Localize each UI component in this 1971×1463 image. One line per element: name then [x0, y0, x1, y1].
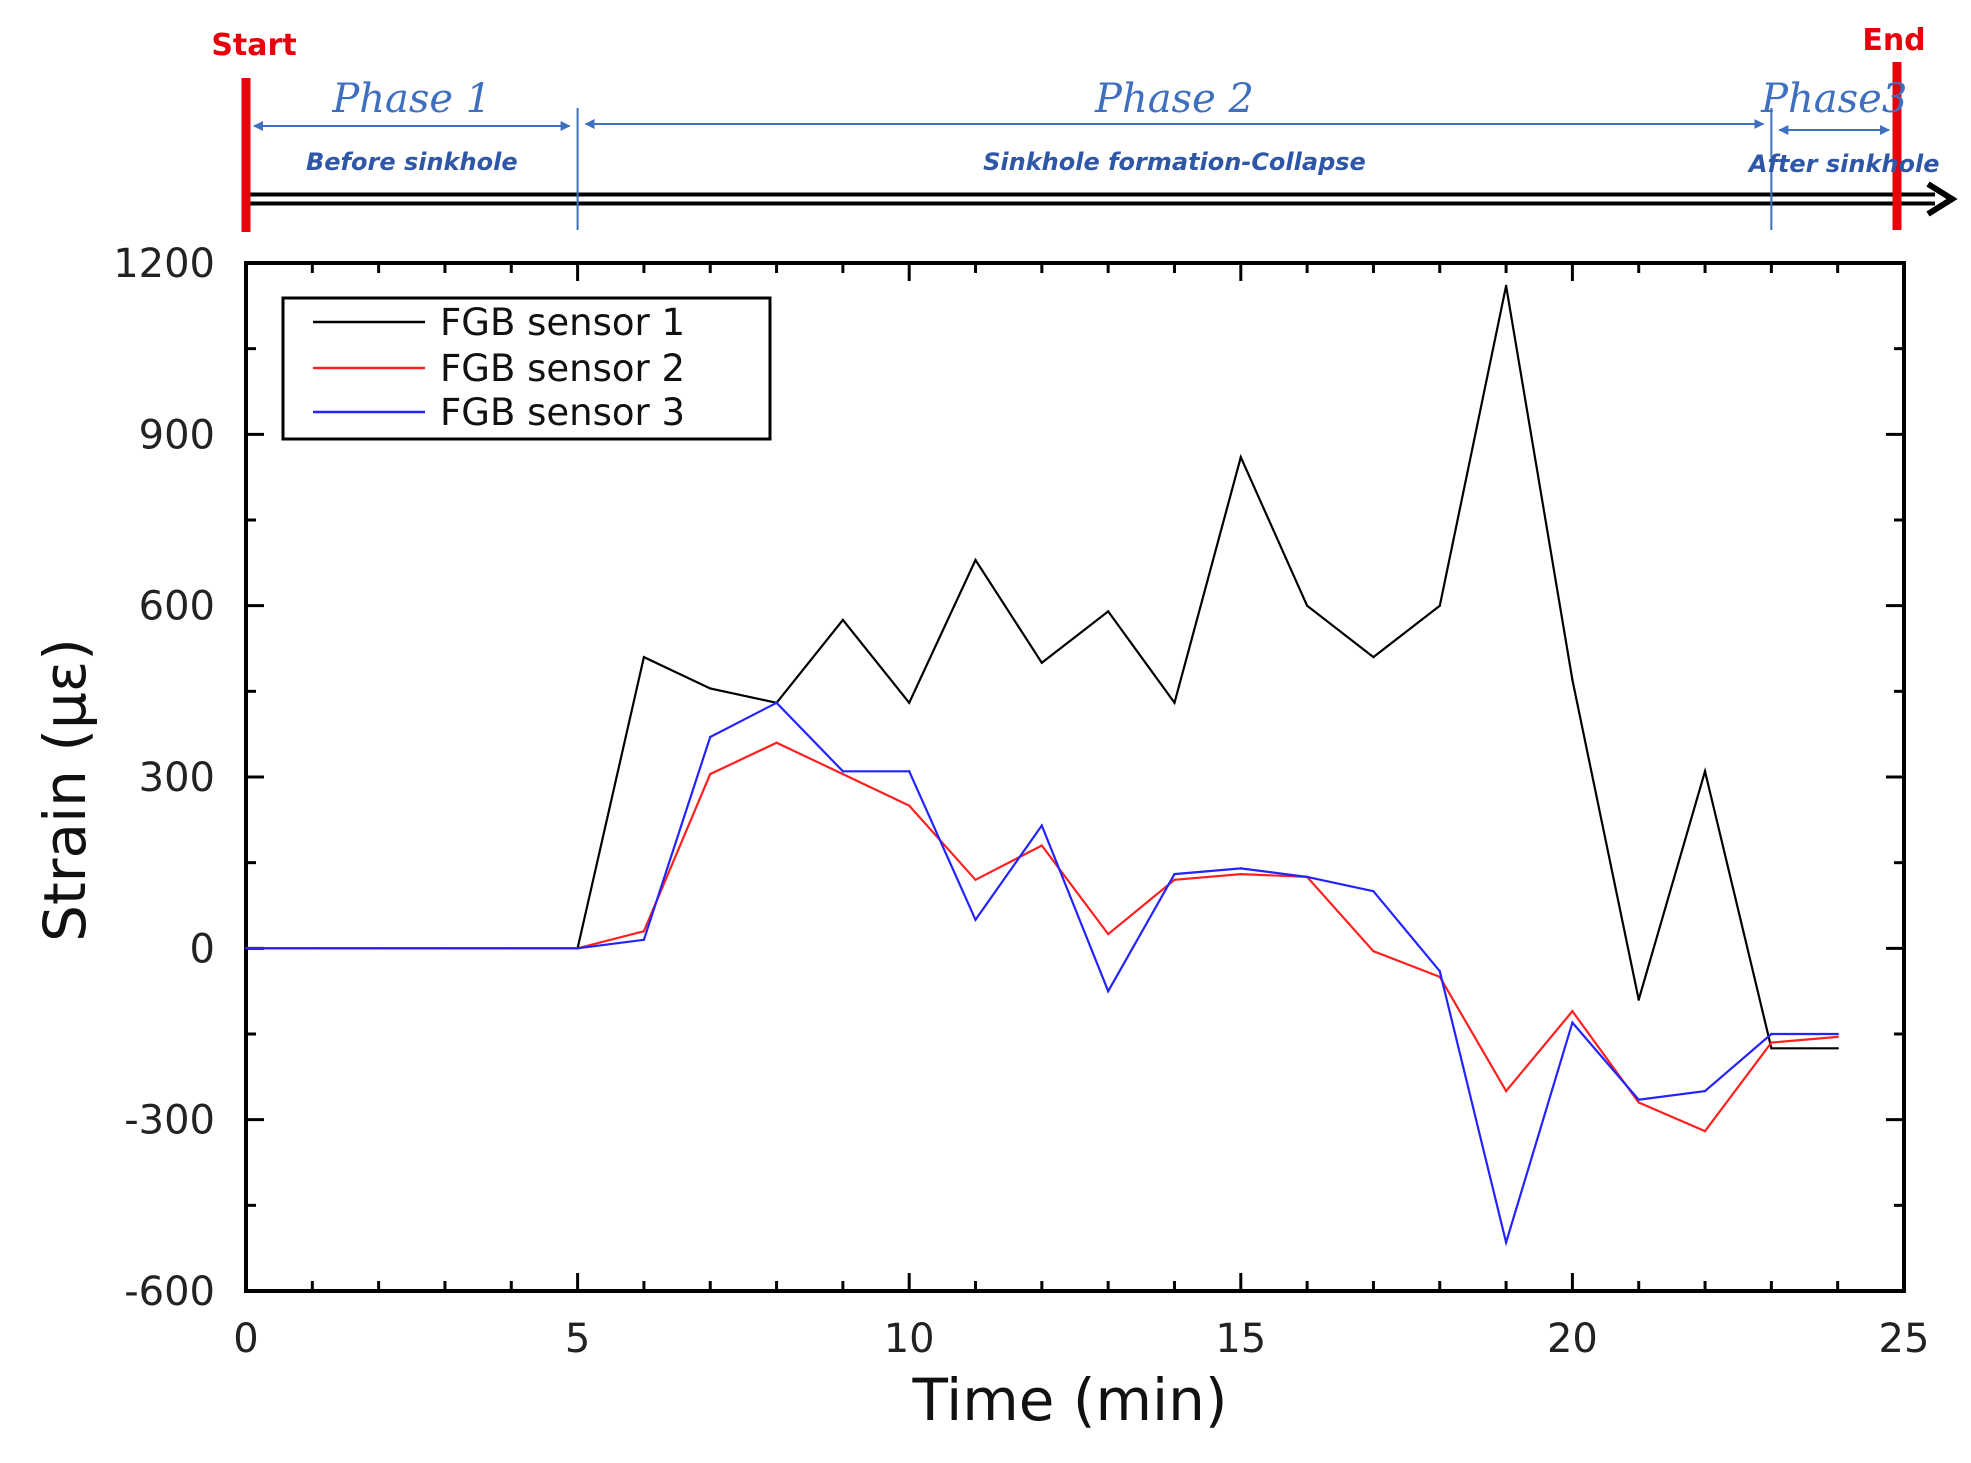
- x-tick-label: 0: [233, 1316, 258, 1362]
- data-point-sensor-2: [841, 772, 845, 776]
- data-point-sensor-1: [1836, 1047, 1839, 1050]
- data-point-sensor-1: [642, 655, 646, 659]
- legend-label-sensor-1: FGB sensor 1: [440, 301, 685, 344]
- data-point-sensor-3: [377, 947, 380, 950]
- y-tick-label: 1200: [113, 241, 215, 287]
- y-tick-label: -600: [124, 1269, 215, 1315]
- y-tick-label: 300: [139, 755, 215, 801]
- data-point-sensor-3: [1438, 969, 1441, 973]
- data-point-sensor-3: [1770, 1032, 1773, 1036]
- legend-label-sensor-2: FGB sensor 2: [440, 347, 685, 390]
- x-tick-label: 10: [884, 1316, 935, 1362]
- data-point-sensor-3: [1703, 1089, 1707, 1093]
- y-tick-label: 600: [139, 584, 215, 630]
- data-point-sensor-1: [1106, 610, 1110, 613]
- phase-title: Phase 2: [1094, 76, 1254, 122]
- data-point-sensor-3: [908, 770, 911, 773]
- data-point-sensor-1: [974, 558, 977, 562]
- data-point-sensor-3: [244, 947, 248, 950]
- data-point-sensor-3: [576, 947, 579, 950]
- data-point-sensor-3: [1504, 1241, 1508, 1244]
- data-point-sensor-2: [775, 741, 778, 744]
- data-point-sensor-1: [1504, 284, 1508, 288]
- data-point-sensor-2: [1703, 1129, 1707, 1133]
- legend-label-sensor-3: FGB sensor 3: [440, 391, 685, 434]
- data-point-sensor-3: [443, 947, 447, 950]
- data-point-sensor-1: [1040, 661, 1044, 664]
- data-point-sensor-2: [1372, 949, 1375, 953]
- phase-subtitle: Sinkhole formation-Collapse: [983, 148, 1366, 176]
- data-point-sensor-3: [311, 947, 314, 950]
- x-tick-label: 15: [1215, 1316, 1266, 1362]
- data-point-sensor-1: [841, 618, 845, 622]
- data-point-sensor-3: [1372, 890, 1375, 893]
- data-point-sensor-3: [1106, 989, 1110, 993]
- y-tick-label: 900: [139, 412, 215, 458]
- data-point-sensor-2: [1173, 878, 1176, 881]
- data-point-sensor-1: [1305, 604, 1309, 607]
- phase-subtitle: After sinkhole: [1747, 150, 1940, 178]
- data-point-sensor-2: [642, 930, 646, 933]
- plot-area: 0 5 10 15 20 25 -600 -300 0 300 600 900 1200: [113, 241, 1929, 1362]
- phase-timeline: Start End Phase 1 Before sinkhole Phase 2 S…: [211, 23, 1958, 232]
- data-point-sensor-3: [1305, 875, 1309, 879]
- data-point-sensor-2: [1571, 1009, 1574, 1013]
- y-tick-label: 0: [190, 926, 215, 972]
- series-line-sensor-3: [246, 701, 1838, 1247]
- data-point-sensor-3: [1239, 867, 1243, 870]
- x-axis-title: Time (min): [911, 1366, 1227, 1434]
- series-line-sensor-2: [246, 741, 1838, 1133]
- data-point-sensor-3: [974, 918, 977, 921]
- data-point-sensor-2: [974, 878, 977, 881]
- data-point-sensor-1: [1173, 701, 1176, 704]
- data-point-sensor-3: [775, 701, 778, 704]
- x-tick-label: 25: [1879, 1316, 1930, 1362]
- timeline-arrow-head: [1926, 181, 1958, 217]
- phase-subtitle: Before sinkhole: [306, 148, 518, 176]
- start-label: Start: [211, 28, 296, 63]
- data-point-sensor-1: [709, 687, 712, 690]
- data-point-sensor-1: [1372, 655, 1375, 659]
- data-point-sensor-3: [1040, 824, 1044, 827]
- data-point-sensor-1: [1703, 770, 1707, 773]
- data-point-sensor-1: [1637, 998, 1640, 1001]
- data-point-sensor-2: [709, 772, 712, 776]
- data-point-sensor-3: [1836, 1032, 1839, 1036]
- data-point-sensor-3: [1173, 872, 1176, 876]
- data-point-sensor-2: [1637, 1101, 1640, 1104]
- data-point-sensor-1: [908, 701, 911, 704]
- data-point-sensor-3: [1571, 1021, 1574, 1024]
- data-point-sensor-2: [1504, 1089, 1508, 1093]
- data-point-sensor-3: [1637, 1098, 1640, 1101]
- data-point-sensor-2: [1770, 1041, 1773, 1044]
- data-point-sensor-3: [510, 947, 513, 950]
- data-point-sensor-3: [709, 735, 712, 739]
- data-point-sensor-1: [1770, 1047, 1773, 1050]
- data-point-sensor-1: [1239, 455, 1243, 459]
- y-tick-label: -300: [124, 1098, 215, 1144]
- data-point-sensor-2: [908, 804, 911, 807]
- data-point-sensor-1: [1438, 604, 1441, 607]
- data-point-sensor-2: [1239, 872, 1243, 876]
- x-tick-label: 5: [565, 1316, 590, 1362]
- data-point-sensor-2: [1106, 932, 1110, 936]
- phase-title: Phase3: [1760, 76, 1907, 122]
- data-point-sensor-2: [1040, 844, 1044, 847]
- y-axis-title: Strain (με): [31, 638, 99, 942]
- data-point-sensor-1: [1571, 678, 1574, 682]
- end-label: End: [1862, 23, 1925, 58]
- phase-title: Phase 1: [331, 76, 491, 122]
- data-point-sensor-3: [841, 770, 845, 773]
- x-tick-label: 20: [1547, 1316, 1598, 1362]
- data-point-sensor-3: [642, 938, 646, 941]
- data-point-sensor-2: [1836, 1035, 1839, 1039]
